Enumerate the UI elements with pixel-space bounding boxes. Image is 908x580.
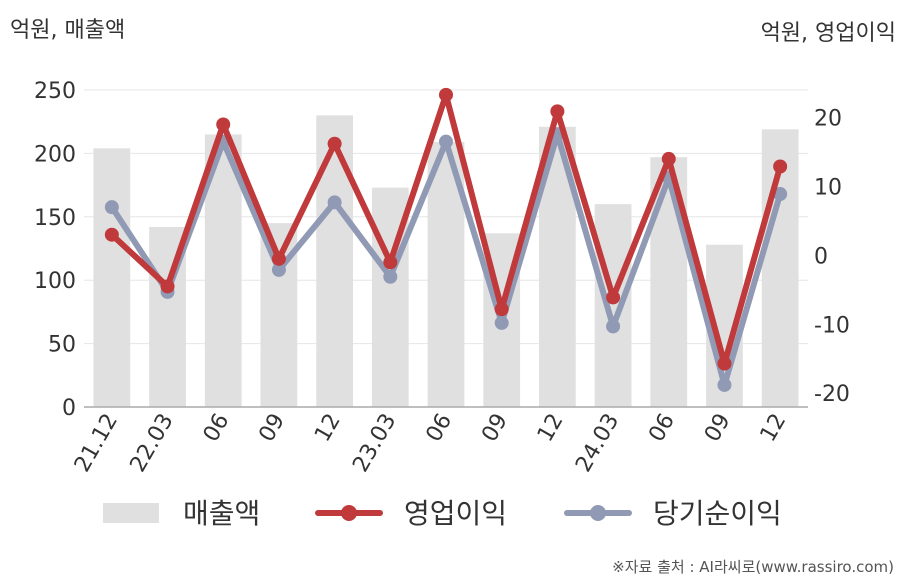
right-tick-label: -20 xyxy=(814,382,850,407)
data-point xyxy=(383,269,398,284)
data-point xyxy=(327,136,342,151)
data-point xyxy=(717,377,732,392)
x-tick-label: 12 xyxy=(533,410,569,447)
data-point xyxy=(327,195,342,210)
bar xyxy=(594,204,632,407)
x-tick-label: 06 xyxy=(199,410,235,447)
data-point xyxy=(494,302,509,317)
right-tick-label: 10 xyxy=(814,175,842,200)
data-point xyxy=(606,290,621,305)
x-tick-label: 23.03 xyxy=(348,410,401,477)
x-tick-label: 22.03 xyxy=(126,410,179,477)
x-tick-label: 09 xyxy=(477,410,513,447)
data-point xyxy=(439,87,453,102)
x-tick-label: 21.12 xyxy=(70,410,123,477)
right-tick-label: 0 xyxy=(814,244,828,269)
right-tick-label: 20 xyxy=(814,107,842,132)
legend: 매출액 영업이익 당기순이익 xyxy=(103,497,782,530)
left-tick-label: 200 xyxy=(34,142,76,167)
data-point xyxy=(773,187,788,202)
x-tick-label: 09 xyxy=(254,410,290,447)
data-point xyxy=(383,255,398,270)
left-axis-ticks: 0 50 100 150 200 250 xyxy=(34,79,76,421)
right-tick-label: -10 xyxy=(814,313,850,338)
legend-label: 영업이익 xyxy=(404,497,507,530)
data-point xyxy=(494,315,509,330)
data-point xyxy=(104,227,119,242)
left-tick-label: 150 xyxy=(34,206,76,231)
legend-label: 당기순이익 xyxy=(653,497,782,530)
legend-label: 매출액 xyxy=(183,497,260,530)
x-tick-label: 12 xyxy=(310,410,346,447)
legend-swatch-marker xyxy=(341,505,357,521)
data-point xyxy=(216,117,231,132)
x-tick-label: 06 xyxy=(422,410,458,447)
left-tick-label: 100 xyxy=(34,269,76,294)
left-tick-label: 0 xyxy=(62,396,76,421)
data-point xyxy=(439,134,453,149)
right-axis-ticks: -20 -10 0 10 20 xyxy=(814,107,850,408)
right-axis-unit-label: 억원, 영업이익 xyxy=(761,21,896,46)
data-point xyxy=(271,251,286,266)
left-tick-label: 50 xyxy=(48,333,76,358)
data-point xyxy=(773,159,788,174)
x-axis-ticks: 21.12 22.03 06 09 12 23.03 06 09 12 24.03 06 09 12 xyxy=(70,410,791,477)
legend-swatch-bar xyxy=(103,503,159,523)
data-point xyxy=(104,200,119,215)
data-point xyxy=(160,279,175,294)
data-point xyxy=(661,151,676,166)
data-point xyxy=(717,356,732,371)
data-point xyxy=(606,319,621,334)
data-point xyxy=(271,262,286,277)
line-series xyxy=(104,87,788,392)
left-tick-label: 250 xyxy=(34,79,76,104)
x-tick-label: 24.03 xyxy=(571,410,624,477)
left-axis-unit-label: 억원, 매출액 xyxy=(10,18,125,43)
x-tick-label: 06 xyxy=(644,410,680,447)
x-tick-label: 12 xyxy=(756,410,792,447)
legend-swatch-marker xyxy=(590,505,606,521)
bar xyxy=(316,115,353,408)
source-note: ※자료 출처 : AI라씨로(www.rassiro.com) xyxy=(612,558,894,576)
bar xyxy=(93,148,131,407)
x-tick-label: 09 xyxy=(700,410,736,447)
data-point xyxy=(550,104,565,119)
